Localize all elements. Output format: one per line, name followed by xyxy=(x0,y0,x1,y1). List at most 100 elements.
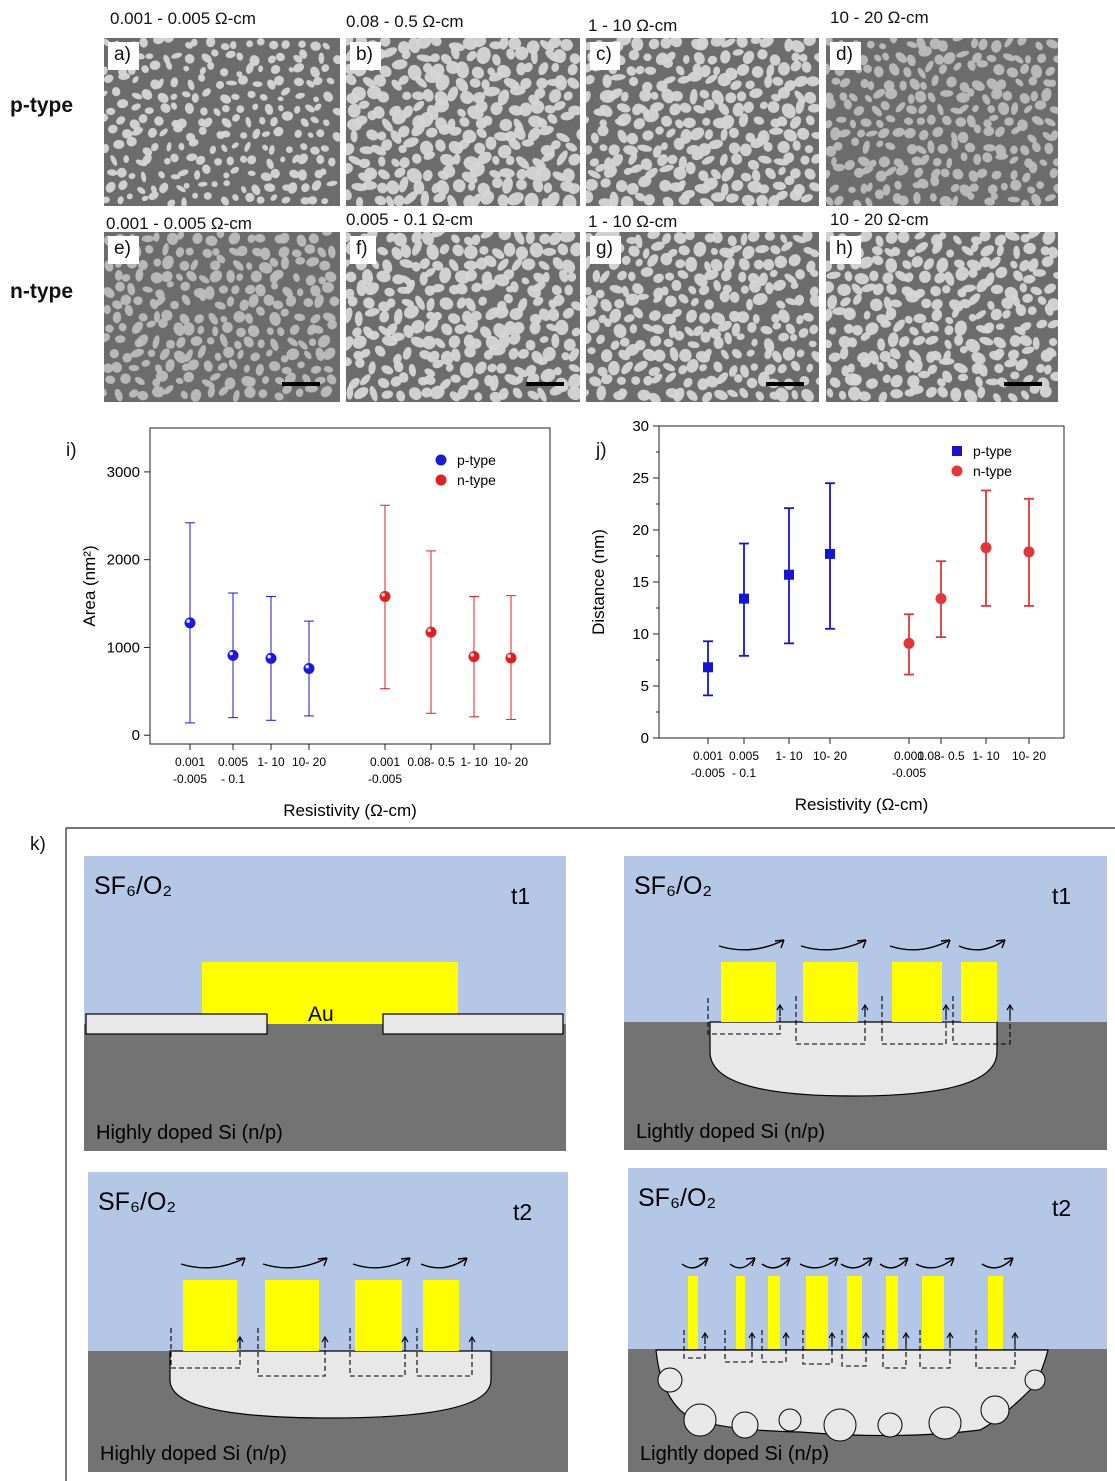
particle xyxy=(949,299,964,312)
particle xyxy=(471,282,482,293)
particle xyxy=(688,285,697,295)
particle xyxy=(266,327,274,336)
particle xyxy=(377,131,387,141)
particle xyxy=(809,324,819,335)
particle xyxy=(628,49,640,61)
particle xyxy=(937,40,948,52)
particle xyxy=(677,75,691,84)
particle xyxy=(1010,145,1018,155)
particle xyxy=(665,295,677,308)
particle xyxy=(811,153,819,164)
particle xyxy=(683,377,693,388)
particle xyxy=(377,378,390,389)
sem-image-e: e) xyxy=(104,232,340,402)
particle xyxy=(369,385,378,402)
particle xyxy=(477,151,492,165)
particle xyxy=(538,260,550,271)
particle xyxy=(619,337,630,347)
particle xyxy=(1037,53,1047,63)
particle xyxy=(781,103,796,119)
particle xyxy=(381,365,394,375)
particle xyxy=(236,245,248,257)
particle xyxy=(319,260,331,271)
particle xyxy=(416,54,433,62)
particle xyxy=(887,358,898,370)
particle xyxy=(179,313,190,325)
particle xyxy=(322,42,330,50)
data-point-highlight xyxy=(305,664,310,669)
y-tick-label: 2000 xyxy=(107,552,140,569)
particle xyxy=(122,352,132,363)
particle xyxy=(131,92,143,100)
particle xyxy=(148,191,159,200)
particle xyxy=(955,266,969,281)
diffusion-arrow xyxy=(681,1257,709,1269)
particle xyxy=(826,339,833,349)
x-tick-label: 0.001 xyxy=(370,755,400,769)
particle xyxy=(851,283,863,295)
particle xyxy=(549,385,565,396)
particle xyxy=(346,336,354,352)
particle xyxy=(194,170,201,180)
particle xyxy=(623,145,638,156)
particle xyxy=(364,167,378,180)
particle xyxy=(296,288,304,297)
particle xyxy=(970,236,983,245)
particle xyxy=(141,65,149,73)
particle xyxy=(951,307,960,318)
particle xyxy=(512,321,525,335)
particle xyxy=(991,88,1003,100)
sem-image-d: d) xyxy=(826,38,1058,206)
particle xyxy=(955,117,967,127)
particle xyxy=(862,140,870,154)
particle xyxy=(422,89,434,102)
particle xyxy=(303,298,314,307)
particle xyxy=(938,64,948,75)
particle xyxy=(944,271,955,286)
particle xyxy=(355,358,365,368)
particle xyxy=(1023,274,1036,284)
particle xyxy=(247,234,256,243)
particle xyxy=(218,285,229,294)
particle xyxy=(203,360,213,372)
particle xyxy=(233,390,240,402)
particle xyxy=(1039,159,1048,166)
particle xyxy=(111,361,123,373)
particle xyxy=(282,384,292,395)
particle xyxy=(969,183,979,192)
particle xyxy=(346,143,355,156)
particle xyxy=(906,105,918,115)
particle xyxy=(223,172,230,179)
hole-path xyxy=(349,1328,406,1377)
particle xyxy=(542,346,556,362)
particle xyxy=(1047,319,1058,329)
particle xyxy=(783,152,795,164)
particle xyxy=(843,323,854,334)
particle xyxy=(425,127,438,138)
particle xyxy=(994,234,1007,247)
particle xyxy=(269,257,279,267)
particle xyxy=(917,67,926,79)
particle xyxy=(386,195,395,206)
particle xyxy=(508,347,519,360)
sem-texture xyxy=(826,38,1058,206)
particle xyxy=(489,391,502,402)
particle xyxy=(662,233,671,245)
particle xyxy=(212,248,220,256)
particle xyxy=(527,127,541,142)
y-tick-label: 1000 xyxy=(107,639,140,656)
data-point xyxy=(505,652,517,664)
particle xyxy=(608,144,620,156)
particle xyxy=(586,255,592,271)
particle xyxy=(313,96,319,103)
particle xyxy=(221,130,231,138)
particle xyxy=(457,108,466,117)
oxide-layer xyxy=(85,1013,268,1035)
particle xyxy=(879,350,891,362)
particle xyxy=(515,179,527,191)
particle xyxy=(861,283,877,293)
particle xyxy=(567,77,580,89)
particle xyxy=(104,66,108,75)
particle xyxy=(233,311,246,323)
particle xyxy=(175,247,185,258)
